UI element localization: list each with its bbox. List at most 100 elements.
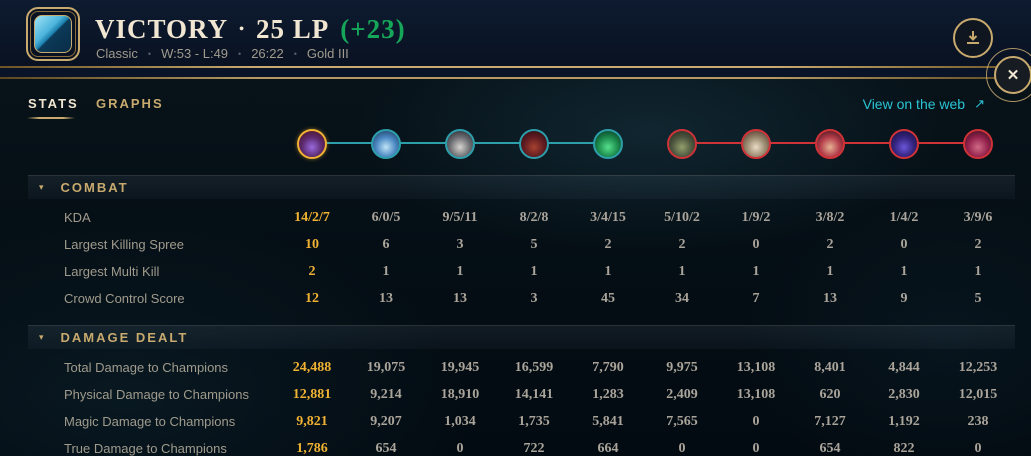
stat-value: 664 bbox=[597, 440, 619, 456]
section-title: DAMAGE DEALT bbox=[60, 330, 189, 345]
stat-value: 12,881 bbox=[292, 386, 332, 402]
stat-value: 1,192 bbox=[888, 413, 920, 429]
stat-value: 3/9/6 bbox=[963, 209, 993, 225]
stat-value: 5 bbox=[974, 290, 982, 306]
stat-value: 8/2/8 bbox=[519, 209, 549, 225]
champion-icon-blue-3[interactable] bbox=[445, 129, 475, 159]
champion-icon-blue-1[interactable] bbox=[297, 129, 327, 159]
stat-value: 654 bbox=[819, 440, 841, 456]
stat-label: Largest Killing Spree bbox=[64, 237, 184, 252]
stat-value: 1/4/2 bbox=[889, 209, 919, 225]
meta-separator: • bbox=[238, 48, 242, 59]
stat-row: Largest Killing Spree 10 6 3 5 2 2 0 2 0 2 bbox=[28, 231, 1015, 258]
stat-value: 13 bbox=[453, 290, 467, 306]
lp-change: (+23) bbox=[340, 14, 406, 44]
match-duration: 26:22 bbox=[251, 46, 284, 61]
stat-value: 1 bbox=[752, 263, 760, 279]
stat-value: 822 bbox=[893, 440, 915, 456]
stat-value: 0 bbox=[752, 440, 760, 456]
stat-row: Total Damage to Champions 24,488 19,075 19,… bbox=[28, 354, 1015, 381]
tab-graphs[interactable]: GRAPHS bbox=[96, 96, 164, 111]
stat-value: 1 bbox=[382, 263, 390, 279]
stat-value: 2 bbox=[974, 236, 982, 252]
stat-value: 1 bbox=[678, 263, 686, 279]
stat-value: 45 bbox=[601, 290, 615, 306]
stat-value: 3 bbox=[456, 236, 464, 252]
close-button[interactable]: ✕ bbox=[986, 48, 1031, 102]
champion-slot bbox=[941, 127, 1015, 161]
stat-value: 19,075 bbox=[366, 359, 406, 375]
stat-value: 9/5/11 bbox=[442, 209, 478, 225]
stat-value: 2 bbox=[826, 236, 834, 252]
stat-value: 34 bbox=[675, 290, 689, 306]
stat-value: 1 bbox=[456, 263, 464, 279]
stat-value: 7,790 bbox=[592, 359, 624, 375]
stat-value: 1,786 bbox=[296, 440, 328, 456]
match-result-logo-emblem bbox=[34, 15, 72, 53]
stat-label: Crowd Control Score bbox=[64, 291, 185, 306]
stat-value: 2 bbox=[308, 263, 316, 279]
champion-icon-blue-4[interactable] bbox=[519, 129, 549, 159]
champion-slot bbox=[793, 127, 867, 161]
stat-value: 0 bbox=[900, 236, 908, 252]
stat-value: 5 bbox=[530, 236, 538, 252]
stat-value: 238 bbox=[967, 413, 989, 429]
stat-label: Total Damage to Champions bbox=[64, 360, 229, 375]
champion-icon-red-1[interactable] bbox=[667, 129, 697, 159]
section-header-combat[interactable]: ▾ COMBAT bbox=[28, 175, 1015, 199]
download-button[interactable] bbox=[953, 18, 993, 58]
stat-value: 13 bbox=[379, 290, 393, 306]
stat-value: 19,945 bbox=[440, 359, 480, 375]
title-separator: • bbox=[239, 22, 245, 37]
champion-icon-red-2[interactable] bbox=[741, 129, 771, 159]
section-header-damage-dealt[interactable]: ▾ DAMAGE DEALT bbox=[28, 325, 1015, 349]
stat-value: 18,910 bbox=[440, 386, 480, 402]
external-link-arrow-icon: ↗ bbox=[974, 96, 985, 111]
tab-stats[interactable]: STATS bbox=[28, 96, 79, 111]
champion-slot bbox=[571, 127, 645, 161]
stat-value: 12 bbox=[305, 290, 319, 306]
stat-value: 0 bbox=[752, 236, 760, 252]
stat-row: Largest Multi Kill 2 1 1 1 1 1 1 1 1 1 bbox=[28, 258, 1015, 285]
stat-row: Physical Damage to Champions 12,881 9,214 1… bbox=[28, 381, 1015, 408]
stat-value: 0 bbox=[456, 440, 464, 456]
champion-slot bbox=[867, 127, 941, 161]
stat-value: 12,253 bbox=[958, 359, 998, 375]
stat-value: 654 bbox=[375, 440, 397, 456]
stat-value: 13,108 bbox=[736, 359, 776, 375]
header-divider-strip bbox=[0, 68, 1031, 77]
stat-value: 1 bbox=[530, 263, 538, 279]
champion-icon-red-3[interactable] bbox=[815, 129, 845, 159]
champion-slot bbox=[423, 127, 497, 161]
stats-sections: ▾ COMBAT KDA 14/2/7 6/0/5 9/5/11 8/2/8 3/4/15 5/… bbox=[28, 175, 1015, 456]
stat-value: 7 bbox=[752, 290, 760, 306]
champion-icon-red-5[interactable] bbox=[963, 129, 993, 159]
view-on-web-label: View on the web bbox=[862, 96, 966, 112]
stat-row: Crowd Control Score 12 13 13 3 45 34 7 13 9 5 bbox=[28, 285, 1015, 312]
meta-separator: • bbox=[293, 48, 297, 59]
champion-icon-red-4[interactable] bbox=[889, 129, 919, 159]
header-divider-bottom bbox=[0, 77, 1031, 79]
stat-value: 722 bbox=[523, 440, 545, 456]
stat-value: 13,108 bbox=[736, 386, 776, 402]
win-loss-record: W:53 - L:49 bbox=[161, 46, 229, 61]
stat-value: 7,565 bbox=[666, 413, 698, 429]
champion-icon-blue-5[interactable] bbox=[593, 129, 623, 159]
match-meta: Classic • W:53 - L:49 • 26:22 • Gold III bbox=[96, 46, 349, 61]
stat-row: Magic Damage to Champions 9,821 9,207 1,034… bbox=[28, 408, 1015, 435]
stat-value: 5,841 bbox=[592, 413, 624, 429]
stat-label: Magic Damage to Champions bbox=[64, 414, 236, 429]
stat-value: 2,830 bbox=[888, 386, 920, 402]
stat-value: 6/0/5 bbox=[371, 209, 401, 225]
download-icon bbox=[967, 31, 979, 44]
champion-icon-blue-2[interactable] bbox=[371, 129, 401, 159]
stat-label: KDA bbox=[64, 210, 91, 225]
stat-value: 9 bbox=[900, 290, 908, 306]
stat-value: 0 bbox=[752, 413, 760, 429]
stat-value: 8,401 bbox=[814, 359, 846, 375]
stat-value: 4,844 bbox=[888, 359, 920, 375]
stat-value: 5/10/2 bbox=[664, 209, 700, 225]
view-on-web-link[interactable]: View on the web ↗ bbox=[863, 96, 985, 112]
stat-value: 1,283 bbox=[592, 386, 624, 402]
stat-value: 1 bbox=[974, 263, 982, 279]
